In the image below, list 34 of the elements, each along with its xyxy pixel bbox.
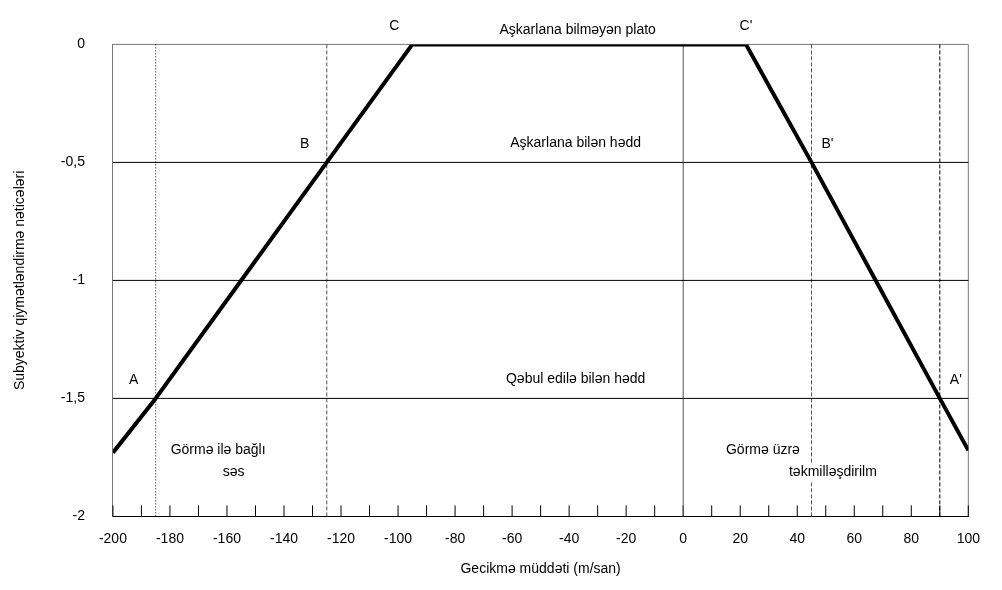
x-tick-label: 60 (846, 529, 863, 546)
annotation: C (389, 17, 400, 34)
y-tick-label: -2 (72, 507, 86, 524)
y-tick-label: 0 (77, 35, 86, 52)
annotation: A' (949, 371, 962, 388)
x-tick-label: -60 (501, 529, 523, 546)
annotation: Görmə üzrə təkmilləşdirilm (725, 441, 877, 480)
annotation: B' (821, 135, 834, 152)
annotation: A (129, 371, 140, 388)
x-tick-label: -20 (616, 529, 637, 546)
x-tick-label: -120 (327, 529, 356, 546)
annotation: B (300, 135, 310, 152)
y-tick-label: -0,5 (60, 153, 86, 170)
y-axis-title: Subyektiv qiymətləndirmə nəticələri (11, 170, 28, 391)
ref-line-label: Qəbul edilə bilən hədd (505, 370, 646, 387)
x-tick-label: -200 (98, 529, 128, 546)
x-tick-label: -180 (155, 529, 185, 546)
annotation: Aşkarlana bilməyən plato (499, 21, 657, 38)
x-tick-label: -40 (559, 529, 580, 546)
x-tick-label: 100 (956, 529, 981, 546)
x-axis-title: Gecikmə müddəti (m/san) (460, 560, 621, 577)
x-tick-label: -160 (212, 529, 242, 546)
x-tick-label: 20 (732, 529, 749, 546)
annotation: C' (739, 17, 753, 34)
ref-line-label: Aşkarlana bilən hədd (510, 134, 642, 151)
annotation: Görmə ilə bağlı səs (170, 441, 266, 480)
x-tick-label: -140 (269, 529, 299, 546)
x-tick-label: 0 (679, 529, 688, 546)
x-tick-label: 40 (789, 529, 806, 546)
y-tick-label: -1 (72, 271, 86, 288)
y-tick-label: -1,5 (60, 389, 86, 406)
x-tick-label: -80 (444, 529, 466, 546)
x-tick-label: -100 (384, 529, 413, 546)
x-tick-label: 80 (903, 529, 920, 546)
